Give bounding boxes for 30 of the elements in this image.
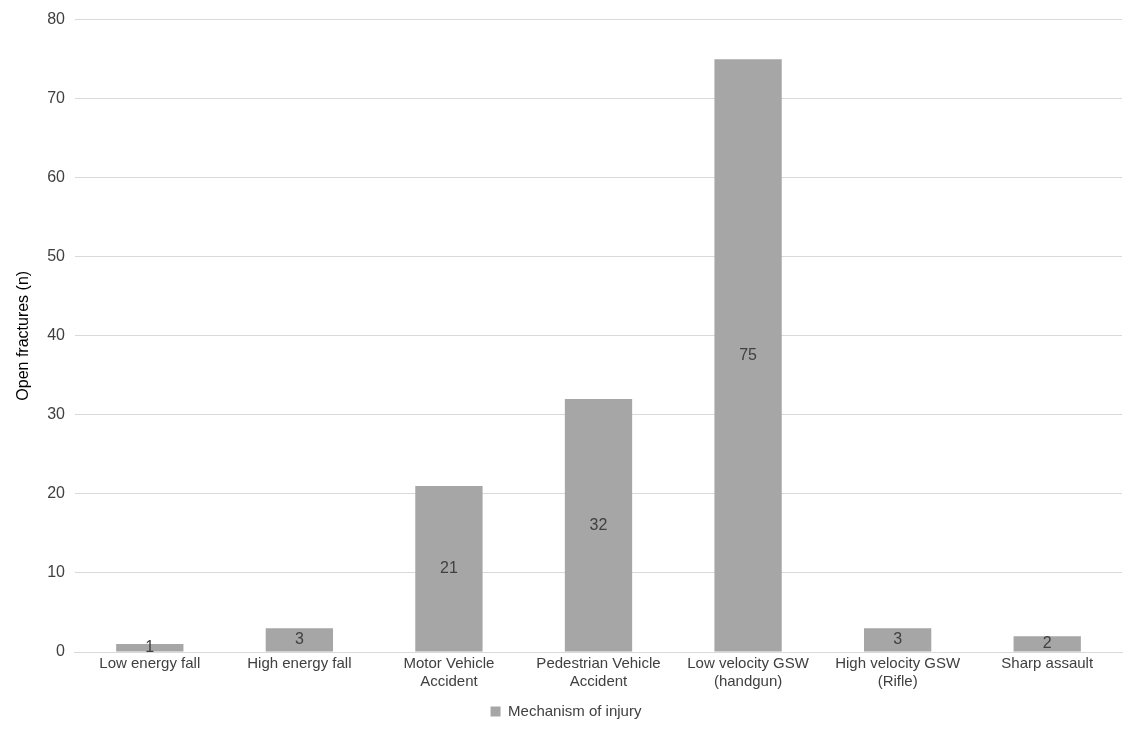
y-tick-label: 60 (47, 168, 66, 186)
x-tick-label: Pedestrian Vehicle Accident (536, 654, 661, 690)
data-label: 3 (893, 630, 903, 648)
y-tick-label: 20 (47, 484, 66, 502)
x-tick-label: Sharp assault (1001, 654, 1094, 672)
data-label: 75 (739, 345, 758, 363)
data-label: 32 (589, 515, 608, 533)
bar (863, 628, 932, 652)
y-tick-label: 10 (47, 563, 66, 581)
y-tick-label: 50 (47, 247, 66, 265)
y-tick-label: 30 (47, 405, 66, 423)
x-tick-label: Low velocity GSW (handgun) (687, 654, 810, 690)
y-tick-label: 70 (47, 89, 66, 107)
x-tick-label: High energy fall (247, 654, 352, 672)
bar (265, 628, 334, 652)
y-tick-label: 40 (47, 326, 66, 344)
data-label: 3 (294, 630, 304, 648)
x-tick-label: High velocity GSW (Rifle) (835, 654, 961, 690)
data-label: 21 (440, 559, 458, 577)
y-axis-title: Open fractures (n) (14, 270, 32, 401)
bar (714, 59, 782, 652)
bar (1013, 636, 1081, 652)
y-tick-label: 80 (47, 10, 66, 28)
data-label: 2 (1042, 634, 1052, 652)
x-tick-label: Motor Vehicle Accident (403, 654, 495, 690)
legend-label: Mechanism of injury (508, 701, 642, 719)
x-tick-label: Low energy fall (99, 654, 201, 672)
bar (415, 486, 483, 652)
bar (564, 399, 633, 652)
y-tick-label: 0 (56, 642, 66, 660)
